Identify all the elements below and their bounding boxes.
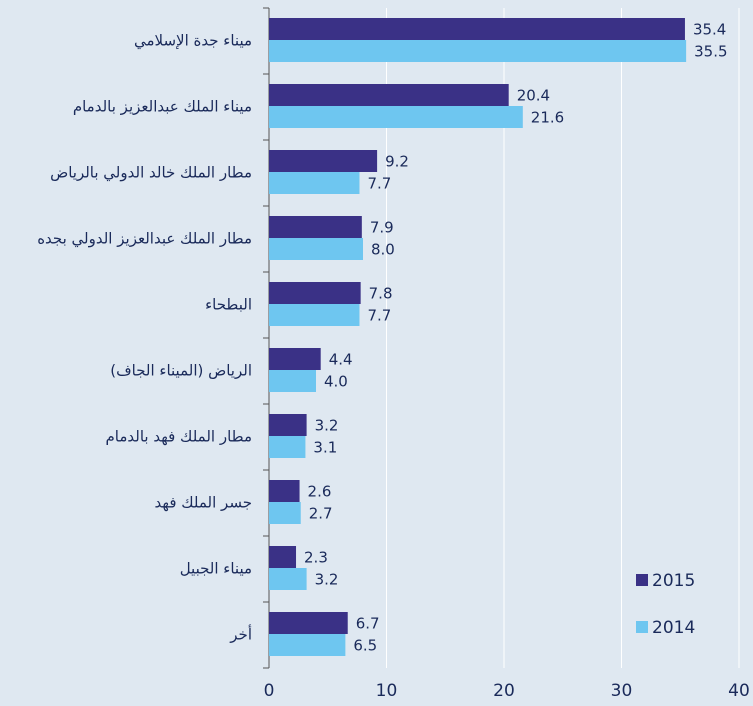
bar [269,172,360,194]
data-label: 6.5 [353,637,377,655]
y-tick-label: أخر [229,625,252,644]
y-tick-label: جسر الملك فهد [155,494,252,512]
bar [269,40,687,62]
bar [269,436,306,458]
bar [269,304,360,326]
data-label: 7.7 [367,175,391,193]
data-label: 2.7 [309,505,333,523]
x-tick-label: 10 [376,681,398,701]
y-tick-label: البطحاء [205,296,252,314]
data-label: 3.2 [315,571,339,589]
bar [269,502,301,524]
data-label: 7.7 [367,307,391,325]
y-tick-label: مطار الملك خالد الدولي بالرياض [50,164,252,183]
bar [269,150,378,172]
data-label: 35.5 [694,43,727,61]
legend-swatch [636,621,648,633]
bar [269,282,361,304]
data-label: 7.9 [370,219,394,237]
x-tick-label: 30 [611,681,633,701]
legend-swatch [636,574,648,586]
y-tick-label: مطار الملك عبدالعزيز الدولي بجده [37,230,252,249]
bar [269,84,509,106]
data-label: 20.4 [517,87,550,105]
data-label: 6.7 [356,615,380,633]
y-tick-label: مطار الملك فهد بالدمام [105,428,252,446]
bar [269,480,300,502]
bar [269,18,685,40]
bar [269,238,363,260]
data-label: 3.1 [313,439,337,457]
data-label: 4.4 [329,351,353,369]
data-label: 3.2 [315,417,339,435]
bar [269,106,523,128]
data-label: 4.0 [324,373,348,391]
bar [269,370,316,392]
y-tick-label: ميناء جدة الإسلامي [134,32,252,51]
data-label: 8.0 [371,241,395,259]
data-label: 21.6 [531,109,564,127]
legend-label: 2015 [652,571,695,591]
legend-label: 2014 [652,618,695,638]
bar [269,216,362,238]
bar [269,546,297,568]
data-label: 2.6 [308,483,332,501]
data-label: 9.2 [385,153,409,171]
x-tick-label: 40 [728,681,750,701]
bar [269,612,348,634]
bar [269,634,346,656]
bar [269,414,307,436]
bar [269,348,321,370]
data-label: 7.8 [369,285,393,303]
y-tick-label: الرياض (الميناء الجاف) [110,362,252,380]
x-tick-label: 0 [264,681,275,701]
y-tick-label: ميناء الجبيل [180,560,252,578]
bar [269,568,307,590]
y-tick-label: ميناء الملك عبدالعزيز بالدمام [73,98,252,116]
x-tick-label: 20 [493,681,515,701]
data-label: 2.3 [304,549,328,567]
data-label: 35.4 [693,21,726,39]
